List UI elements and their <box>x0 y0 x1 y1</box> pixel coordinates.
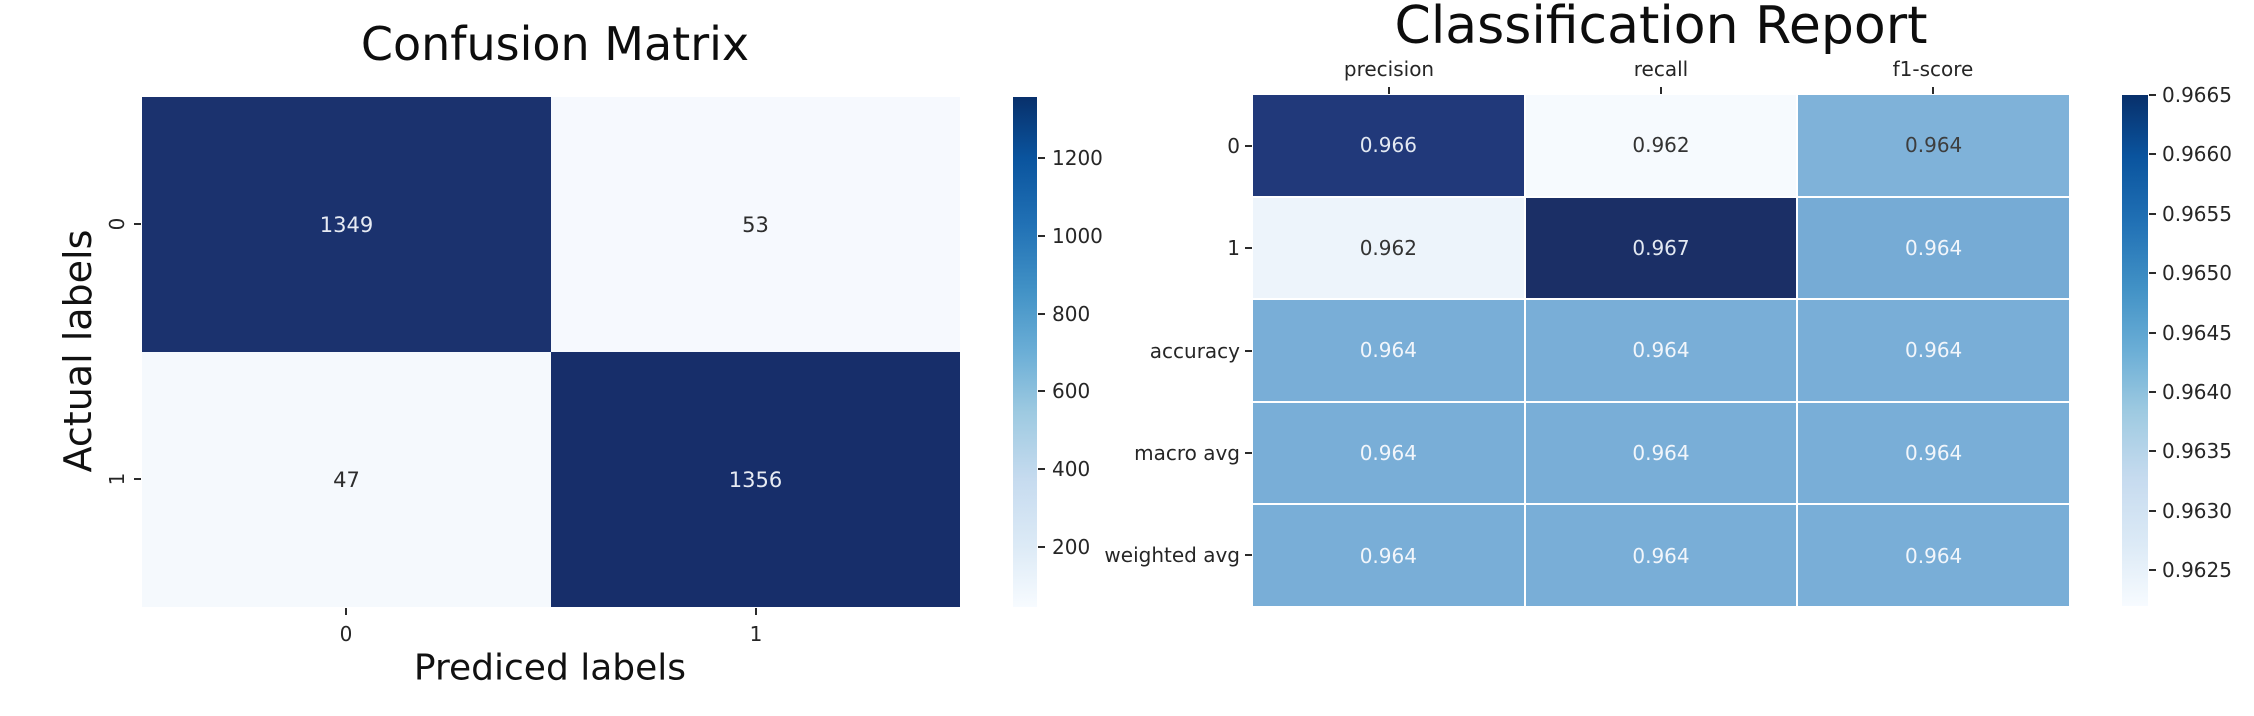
cr-colorbar-tick-mark <box>2149 94 2156 96</box>
cr-y-tick-mark <box>1245 350 1252 352</box>
cr-cell-weighted-avg-precision: 0.964 <box>1253 505 1524 606</box>
cr-cell-macro-avg-recall: 0.964 <box>1525 402 1797 504</box>
cm-y-tick-label-0: 0 <box>105 217 129 231</box>
cr-cell-1-f1-score: 0.964 <box>1798 197 2069 299</box>
cr-colorbar-tick-label: 0.9665 <box>2162 83 2232 107</box>
cm-y-tick-label-1: 1 <box>105 472 129 486</box>
cm-cell-actual1-pred0: 47 <box>142 352 551 607</box>
cr-cell-accuracy-recall: 0.964 <box>1525 300 1797 401</box>
cr-column-label-f1-score: f1-score <box>1892 57 1974 81</box>
cm-colorbar <box>1013 97 1037 607</box>
cm-colorbar-tick-label: 1200 <box>1052 146 1103 170</box>
cr-colorbar-tick-mark <box>2149 332 2156 334</box>
cr-colorbar-tick-label: 0.9650 <box>2162 261 2232 285</box>
cr-row-label-weighted-avg: weighted avg <box>1104 543 1240 567</box>
cr-y-tick-mark <box>1245 452 1252 454</box>
cr-colorbar <box>2122 95 2148 606</box>
cr-colorbar-tick-label: 0.9640 <box>2162 380 2232 404</box>
cr-y-tick-mark <box>1245 554 1252 556</box>
cm-cell-actual0-pred0: 1349 <box>142 97 551 352</box>
cm-colorbar-tick-label: 1000 <box>1052 224 1103 248</box>
classification-report-title: Classification Report <box>1394 0 1928 56</box>
cm-y-tick-mark-0 <box>134 223 141 225</box>
cr-colorbar-tick-label: 0.9655 <box>2162 202 2232 226</box>
cr-colorbar-tick-label: 0.9630 <box>2162 499 2232 523</box>
cm-colorbar-tick-mark <box>1038 313 1045 315</box>
confusion-matrix-title: Confusion Matrix <box>360 17 750 71</box>
cr-colorbar-tick-mark <box>2149 569 2156 571</box>
cr-cell-macro-avg-precision: 0.964 <box>1253 402 1524 504</box>
cm-x-tick-mark-1 <box>755 608 757 615</box>
confusion-matrix-heatmap: 1349 53 47 1356 <box>142 97 960 607</box>
cm-colorbar-tick-mark <box>1038 468 1045 470</box>
cr-cell-0-recall: 0.962 <box>1525 95 1797 196</box>
cr-cell-1-recall: 0.967 <box>1525 197 1797 299</box>
cr-row-label-0: 0 <box>1227 134 1240 158</box>
cr-x-tick-mark <box>1388 87 1390 94</box>
cm-colorbar-tick-mark <box>1038 390 1045 392</box>
cm-colorbar-tick-mark <box>1038 157 1045 159</box>
cr-row-label-1: 1 <box>1227 236 1240 260</box>
cm-colorbar-tick-mark <box>1038 546 1045 548</box>
cr-cell-1-precision: 0.962 <box>1253 197 1524 299</box>
cr-cell-0-f1-score: 0.964 <box>1798 95 2069 196</box>
cm-colorbar-tick-mark <box>1038 235 1045 237</box>
cm-colorbar-tick-label: 400 <box>1052 457 1091 481</box>
cm-colorbar-tick-label: 600 <box>1052 379 1091 403</box>
confusion-matrix-x-axis-label: Prediced labels <box>413 647 687 689</box>
cr-colorbar-tick-label: 0.9625 <box>2162 558 2232 582</box>
cr-y-tick-mark <box>1245 247 1252 249</box>
cr-cell-accuracy-precision: 0.964 <box>1253 300 1524 401</box>
cr-cell-weighted-avg-recall: 0.964 <box>1525 505 1797 606</box>
cr-cell-0-precision: 0.966 <box>1253 95 1524 196</box>
cr-column-label-recall: recall <box>1633 57 1689 81</box>
classification-report-heatmap: 0.966 0.962 0.964 0.962 0.967 0.964 0.96… <box>1253 95 2069 606</box>
cr-y-tick-mark <box>1245 145 1252 147</box>
cr-row-label-macro-avg: macro avg <box>1134 441 1240 465</box>
confusion-matrix-y-axis-label: Actual labels <box>56 229 100 473</box>
cr-cell-accuracy-f1-score: 0.964 <box>1798 300 2069 401</box>
cr-cell-weighted-avg-f1-score: 0.964 <box>1798 505 2069 606</box>
cm-colorbar-tick-label: 800 <box>1052 302 1091 326</box>
cm-cell-actual1-pred1: 1356 <box>551 352 960 607</box>
cm-cell-actual0-pred1: 53 <box>551 97 960 352</box>
cm-y-tick-mark-1 <box>134 478 141 480</box>
cr-colorbar-tick-mark <box>2149 213 2156 215</box>
cr-colorbar-tick-label: 0.9660 <box>2162 142 2232 166</box>
cr-cell-macro-avg-f1-score: 0.964 <box>1798 402 2069 504</box>
cm-x-tick-mark-0 <box>345 608 347 615</box>
cr-colorbar-tick-mark <box>2149 153 2156 155</box>
cr-x-tick-mark <box>1932 87 1934 94</box>
cm-colorbar-tick-label: 200 <box>1052 535 1091 559</box>
cr-colorbar-tick-mark <box>2149 391 2156 393</box>
cr-x-tick-mark <box>1660 87 1662 94</box>
cr-colorbar-tick-label: 0.9635 <box>2162 439 2232 463</box>
cr-colorbar-tick-mark <box>2149 272 2156 274</box>
cr-row-label-accuracy: accuracy <box>1149 339 1240 363</box>
cr-colorbar-tick-label: 0.9645 <box>2162 321 2232 345</box>
cm-x-tick-label-1: 1 <box>749 622 763 646</box>
cr-colorbar-tick-mark <box>2149 450 2156 452</box>
cm-x-tick-label-0: 0 <box>339 622 353 646</box>
cr-colorbar-tick-mark <box>2149 510 2156 512</box>
cr-column-label-precision: precision <box>1343 57 1435 81</box>
